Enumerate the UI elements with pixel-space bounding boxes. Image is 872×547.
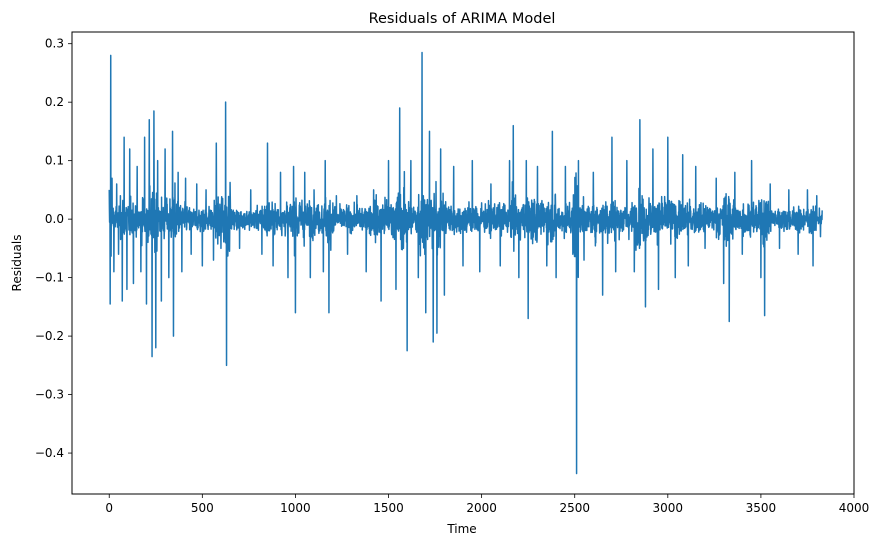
x-axis-title: Time — [446, 522, 476, 536]
x-tick-label: 500 — [191, 501, 214, 515]
x-tick-label: 2500 — [559, 501, 590, 515]
y-tick-label: −0.2 — [35, 329, 64, 343]
y-tick-label: 0.2 — [45, 95, 64, 109]
y-axis: 0.3 0.2 0.1 0.0 −0.1 −0.2 −0.3 −0.4 — [35, 37, 72, 460]
y-tick-label: −0.3 — [35, 388, 64, 402]
y-tick-label: 0.0 — [45, 212, 64, 226]
x-tick-label: 0 — [105, 501, 113, 515]
series-layer — [108, 51, 823, 475]
y-tick-label: −0.1 — [35, 271, 64, 285]
chart-title: Residuals of ARIMA Model — [369, 11, 556, 27]
y-axis-title: Residuals — [10, 235, 24, 292]
x-tick-label: 4000 — [839, 501, 870, 515]
x-tick-label: 3000 — [653, 501, 684, 515]
x-tick-label: 1500 — [373, 501, 404, 515]
residuals-series-line — [108, 51, 823, 475]
y-tick-label: 0.3 — [45, 37, 64, 51]
x-tick-label: 1000 — [280, 501, 311, 515]
y-tick-label: −0.4 — [35, 446, 64, 460]
plot-frame — [71, 31, 855, 495]
x-tick-label: 3500 — [746, 501, 777, 515]
y-tick-label: 0.1 — [45, 154, 64, 168]
x-axis: 0 500 1000 1500 2000 2500 3000 3500 4000 — [105, 494, 869, 515]
x-tick-label: 2000 — [466, 501, 497, 515]
